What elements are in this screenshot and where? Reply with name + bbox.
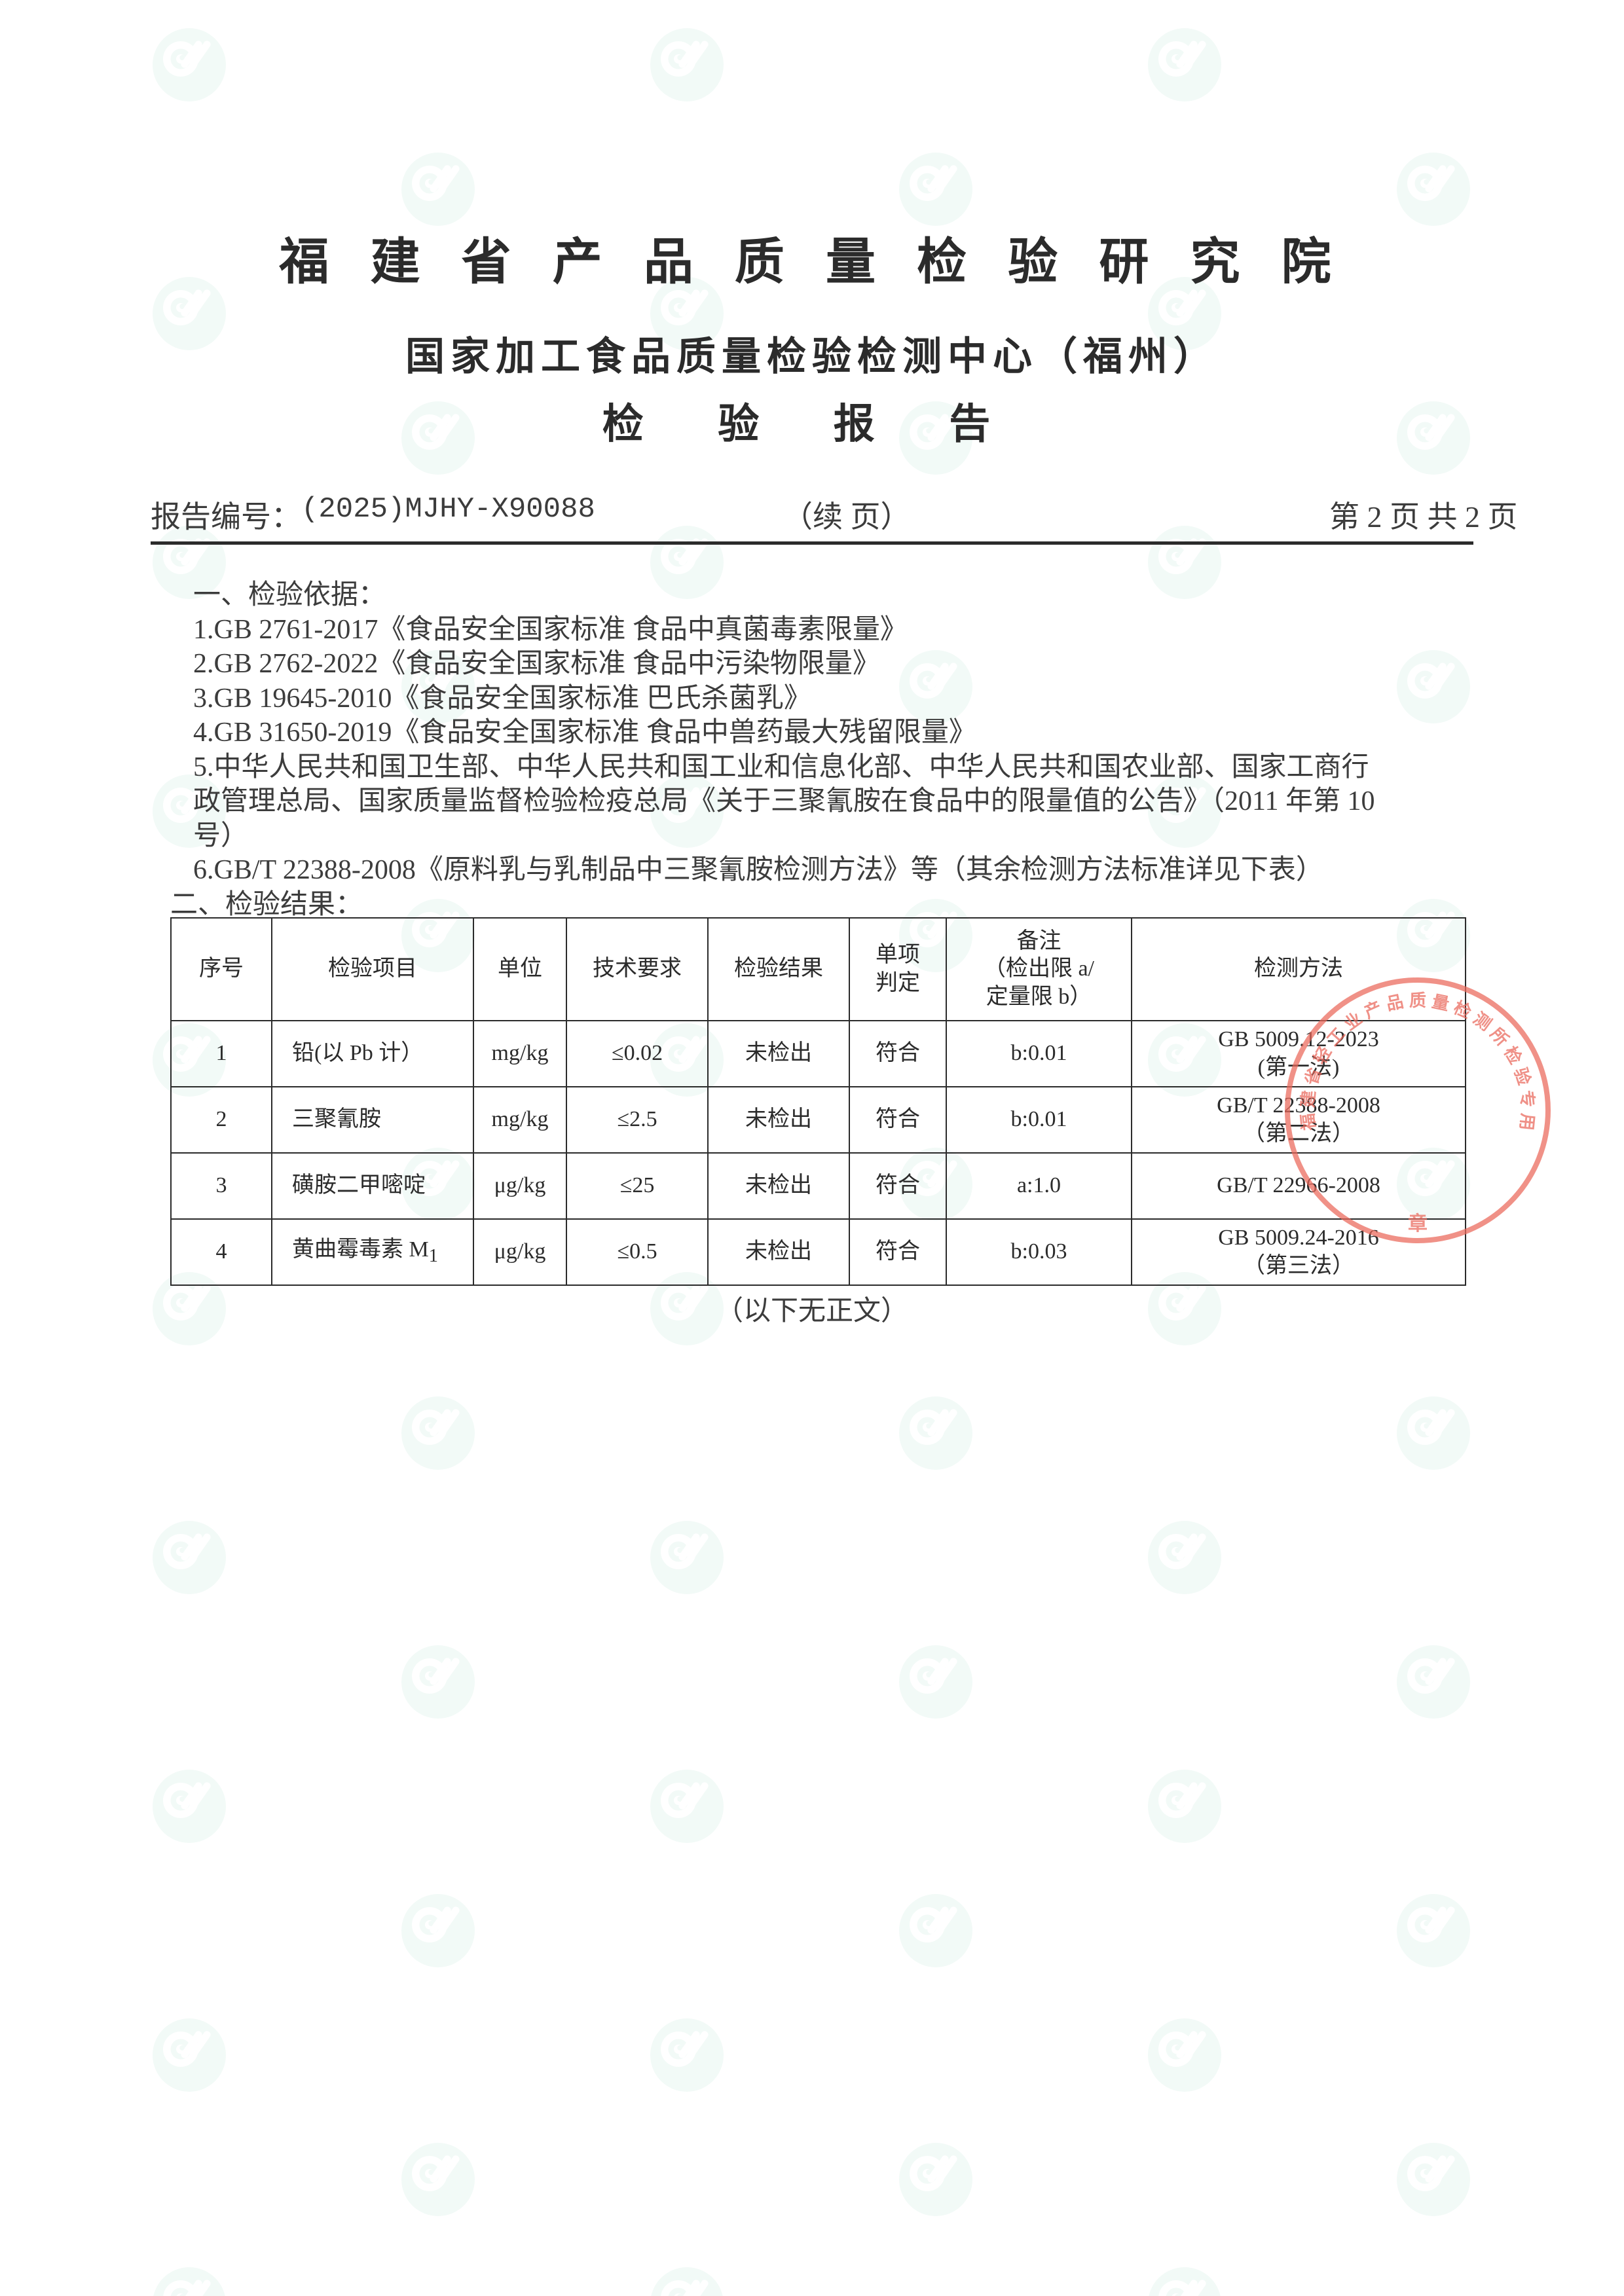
- svg-text:轻: 轻: [1310, 1043, 1335, 1068]
- svg-text:专: 专: [1517, 1089, 1538, 1108]
- svg-text:章: 章: [1408, 1212, 1428, 1235]
- svg-text:验: 验: [1511, 1065, 1535, 1087]
- svg-text:检: 检: [1500, 1043, 1526, 1068]
- svg-text:品: 品: [1384, 991, 1405, 1014]
- svg-text:所: 所: [1486, 1024, 1513, 1049]
- svg-text:建: 建: [1298, 1089, 1320, 1108]
- svg-text:产: 产: [1361, 997, 1385, 1022]
- svg-text:用: 用: [1517, 1112, 1538, 1131]
- svg-text:业: 业: [1340, 1008, 1366, 1034]
- svg-text:质: 质: [1409, 991, 1426, 1010]
- svg-text:测: 测: [1469, 1008, 1495, 1034]
- svg-text:检: 检: [1450, 997, 1474, 1022]
- svg-text:福: 福: [1298, 1112, 1320, 1132]
- svg-text:量: 量: [1430, 991, 1451, 1014]
- svg-text:省: 省: [1301, 1065, 1325, 1088]
- svg-text:工: 工: [1323, 1024, 1349, 1049]
